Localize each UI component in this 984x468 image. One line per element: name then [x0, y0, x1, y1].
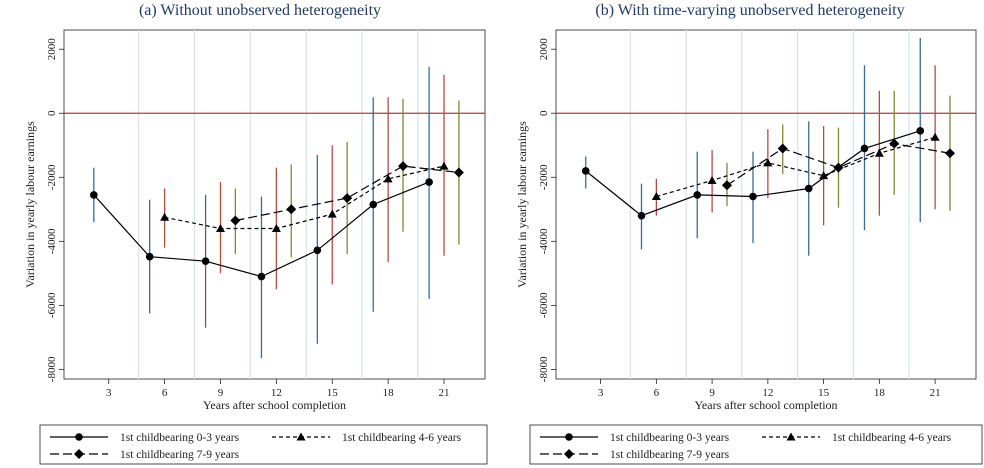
- legend-label: 1st childbearing 4-6 years: [342, 432, 462, 444]
- data-point: [327, 209, 337, 218]
- y-tick-label: 2000: [538, 38, 550, 61]
- legend-label: 1st childbearing 0-3 years: [610, 432, 730, 444]
- y-tick-label: -6000: [46, 292, 58, 318]
- plot-frame: [63, 29, 486, 380]
- x-tick-label: 21: [439, 387, 450, 399]
- legend-label: 1st childbearing 0-3 years: [120, 432, 240, 444]
- y-tick-label: -8000: [538, 356, 550, 382]
- data-point: [271, 224, 281, 233]
- data-point: [398, 161, 409, 172]
- panel-b-title: (b) With time-varying unobserved heterog…: [595, 2, 905, 19]
- data-point: [369, 200, 378, 209]
- data-point: [439, 161, 449, 170]
- data-point: [564, 449, 574, 459]
- legend: 1st childbearing 0-3 years 1st childbeari…: [39, 424, 488, 465]
- data-point: [160, 212, 170, 221]
- x-tick-label: 9: [709, 387, 715, 399]
- y-tick-label: -2000: [46, 164, 58, 190]
- x-tick-label: 18: [383, 387, 395, 399]
- data-point: [453, 167, 464, 178]
- y-tick-label: -4000: [46, 228, 58, 254]
- y-tick-label: -2000: [538, 164, 550, 190]
- data-point: [145, 252, 154, 261]
- data-point: [201, 257, 210, 265]
- x-tick-label: 21: [930, 387, 941, 399]
- x-tick-label: 3: [106, 387, 112, 399]
- plot-frame: [555, 29, 977, 380]
- x-tick-label: 18: [874, 387, 886, 399]
- data-point: [804, 184, 813, 193]
- data-point: [637, 211, 646, 220]
- y-tick-label: -6000: [538, 292, 550, 318]
- data-point: [425, 178, 433, 186]
- series-line: [164, 165, 445, 230]
- y-tick-label: -4000: [538, 228, 550, 254]
- legend-label: 1st childbearing 7-9 years: [610, 449, 730, 461]
- data-point: [383, 174, 393, 183]
- legend-label: 1st childbearing 7-9 years: [120, 449, 240, 461]
- panel-a-title: (a) Without unobserved heterogeneity: [138, 2, 382, 19]
- y-axis-label: Variation in yearly labour earnings: [515, 121, 529, 288]
- data-point: [215, 224, 225, 233]
- data-point: [721, 180, 732, 191]
- x-tick-label: 12: [762, 387, 773, 399]
- legend-label: 1st childbearing 4-6 years: [832, 432, 952, 444]
- data-point: [74, 449, 84, 459]
- data-point: [342, 193, 353, 204]
- legend-box: [529, 424, 983, 465]
- data-point: [230, 215, 241, 226]
- legend: 1st childbearing 0-3 years 1st childbeari…: [529, 424, 983, 465]
- data-point: [874, 148, 884, 157]
- x-tick-label: 12: [271, 387, 282, 399]
- chart-panel-b: 2000 0 -2000 -4000 -6000 -8000 3 6 9 12 15 18 21 Year…: [515, 29, 983, 465]
- data-point: [819, 171, 829, 180]
- data-point: [916, 127, 925, 135]
- x-axis-label: Years after school completion: [203, 398, 346, 412]
- data-point: [833, 162, 844, 173]
- data-point: [930, 132, 940, 141]
- x-tick-label: 6: [654, 387, 660, 399]
- data-point: [565, 433, 573, 441]
- legend-box: [39, 424, 488, 465]
- y-tick-label: 0: [46, 110, 58, 116]
- data-point: [860, 144, 869, 153]
- y-axis-label: Variation in yearly labour earnings: [23, 121, 37, 288]
- data-point: [257, 272, 266, 281]
- x-tick-label: 15: [818, 387, 830, 399]
- data-point: [707, 175, 717, 184]
- x-tick-label: 15: [327, 387, 339, 399]
- data-point: [75, 433, 83, 441]
- data-point: [286, 204, 297, 215]
- data-point: [296, 432, 306, 441]
- series-line: [235, 165, 459, 222]
- x-tick-label: 3: [598, 387, 604, 399]
- y-tick-label: 0: [538, 110, 550, 116]
- data-point: [763, 158, 773, 167]
- x-tick-label: 6: [162, 387, 168, 399]
- x-axis-label: Years after school completion: [694, 398, 837, 412]
- data-point: [651, 191, 661, 200]
- data-point: [944, 148, 955, 159]
- data-point: [786, 432, 796, 441]
- data-point: [749, 192, 757, 201]
- data-point: [889, 138, 900, 149]
- x-tick-label: 9: [218, 387, 224, 399]
- data-point: [90, 191, 98, 199]
- y-tick-label: 2000: [46, 38, 58, 61]
- data-point: [777, 143, 788, 154]
- chart-panel-a: 2000 0 -2000 -4000 -6000 -8000 3 6 9 12 15 18 21 Year…: [23, 29, 488, 465]
- data-point: [581, 167, 590, 175]
- data-point: [693, 191, 702, 199]
- y-tick-label: -8000: [46, 356, 58, 382]
- data-point: [313, 246, 322, 255]
